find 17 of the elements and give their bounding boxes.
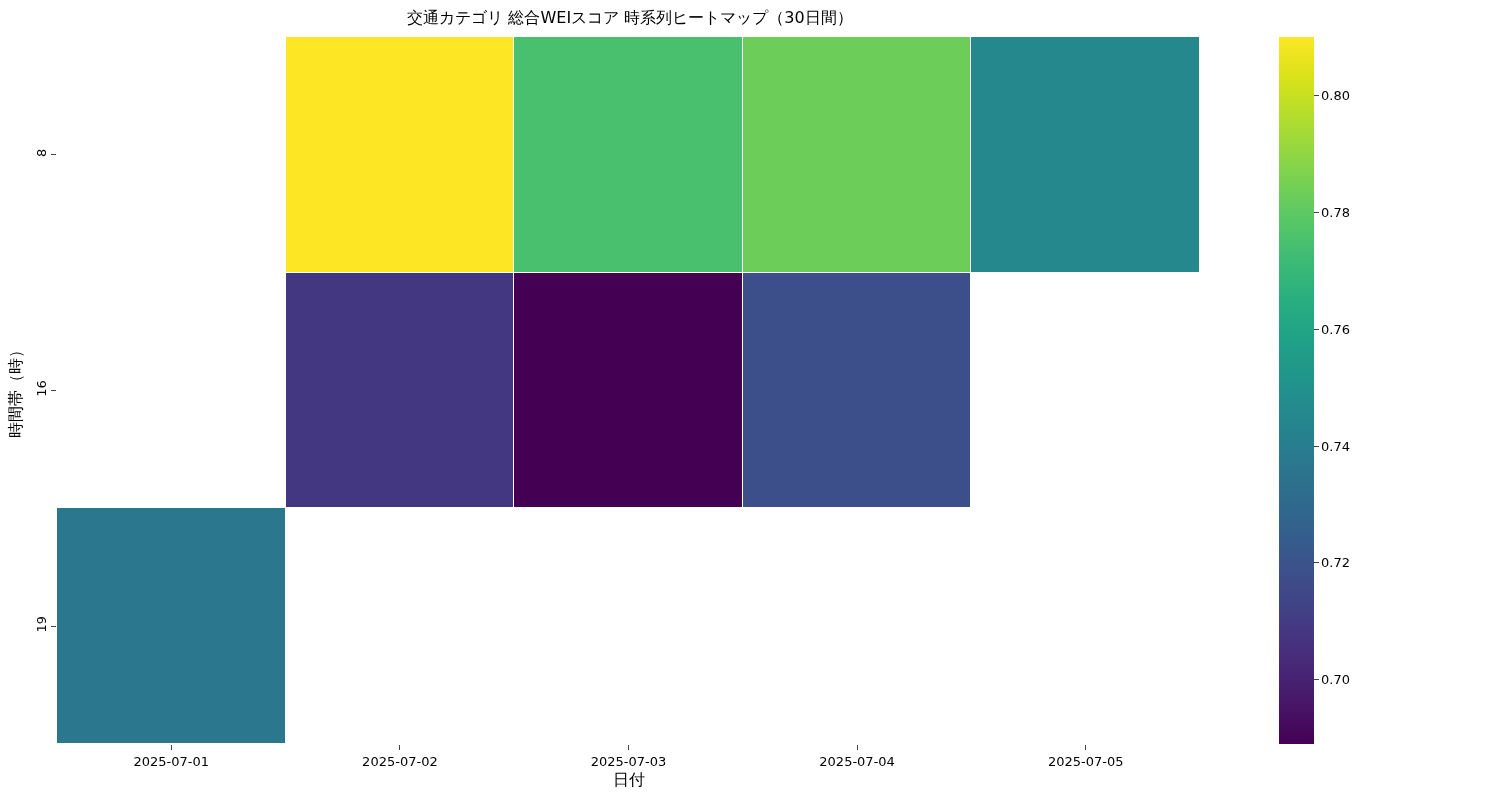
color-bar-label: 0.76 — [1321, 321, 1351, 337]
x-tick-label: 2025-07-03 — [590, 753, 667, 769]
color-bar-label: 0.78 — [1321, 204, 1351, 220]
x-tick-label: 2025-07-01 — [133, 753, 210, 769]
color-bar-label: 0.72 — [1321, 555, 1351, 571]
color-bar-label: 0.74 — [1321, 438, 1351, 454]
x-axis-title: 日付 — [612, 770, 645, 790]
y-tick-label: 19 — [33, 615, 49, 633]
chart-title: 交通カテゴリ 総合WEIスコア 時系列ヒートマップ（30日間） — [407, 8, 853, 28]
x-tick-label: 2025-07-02 — [362, 753, 438, 769]
color-bar-label: 0.70 — [1321, 672, 1351, 688]
x-tick-label: 2025-07-04 — [819, 753, 895, 769]
color-bar-label: 0.80 — [1321, 87, 1351, 103]
x-tick-label: 2025-07-05 — [1047, 753, 1124, 769]
y-tick-label: 8 — [33, 148, 49, 158]
y-tick-label: 16 — [33, 380, 49, 397]
y-axis-title: 時間帯（時） — [5, 342, 25, 439]
